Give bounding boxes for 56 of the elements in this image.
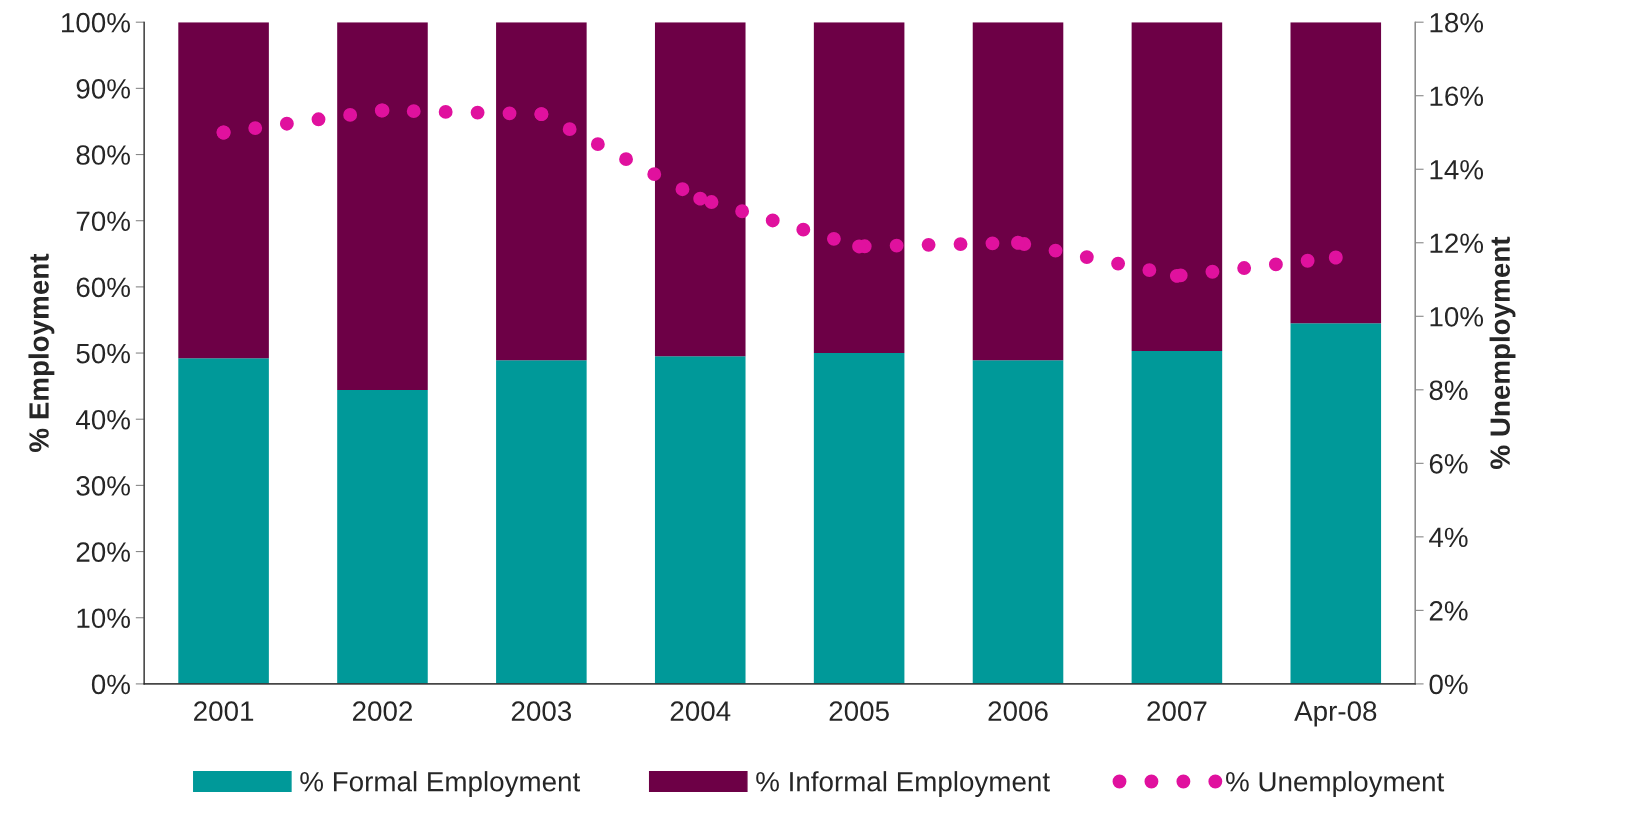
y2-tick-label: 2% (1429, 601, 1468, 621)
point (1328, 250, 1343, 265)
bar (496, 22, 587, 361)
bar (654, 22, 746, 357)
point (375, 103, 390, 118)
x-tick-label: 2006 (988, 701, 1048, 721)
y2-tick-label: 4% (1429, 527, 1468, 548)
x-tick-label: 2003 (511, 701, 572, 721)
y-tick-label: 100% (62, 12, 130, 33)
bar (496, 360, 587, 684)
x-tick-label: 2005 (829, 701, 889, 721)
y2-tick-label: 14% (1430, 160, 1484, 180)
bar (654, 356, 746, 684)
y2-tick-label: 10% (1430, 306, 1484, 327)
y-tick-label: 80% (76, 145, 130, 165)
legend-label: % Formal Employment (300, 771, 581, 797)
y2-tick-label: 18% (1430, 12, 1484, 33)
y-tick-label: 0% (91, 674, 130, 695)
y-axis-title: % Employment (28, 253, 55, 452)
y-tick-label: 60% (76, 277, 130, 298)
bar (1290, 22, 1382, 324)
bar (178, 22, 269, 359)
bar (178, 358, 269, 684)
bar (337, 390, 428, 684)
bar (813, 22, 905, 354)
bar (972, 360, 1064, 684)
y-tick-label: 70% (76, 211, 130, 232)
point (693, 191, 708, 206)
y-tick-label: 90% (76, 79, 130, 99)
y2-tick-label: 16% (1430, 86, 1484, 107)
y2-tick-label: 8% (1429, 380, 1468, 401)
legend-label: % Unemployment (1226, 771, 1445, 797)
y-tick-label: 20% (76, 542, 130, 562)
x-tick-label: 2002 (352, 701, 412, 721)
legend-label: % Informal Employment (756, 771, 1050, 797)
y2-axis-title: % Unemployment (1489, 236, 1516, 469)
y2-tick-label: 0% (1429, 674, 1468, 695)
x-tick-label: 2004 (670, 701, 731, 721)
point (534, 107, 549, 122)
bar (1131, 351, 1223, 684)
bar (813, 353, 905, 684)
x-tick-label: 2001 (194, 701, 254, 721)
bar (1290, 323, 1382, 684)
y2-tick-label: 12% (1430, 233, 1484, 253)
point (216, 125, 231, 140)
y-tick-label: 30% (76, 476, 130, 496)
point (1011, 235, 1025, 250)
y-tick-label: 40% (75, 409, 130, 430)
bar (1131, 22, 1223, 352)
bar (337, 22, 428, 391)
x-tick-label: Apr-08 (1294, 701, 1377, 727)
y-tick-label: 50% (76, 343, 130, 364)
y-tick-label: 10% (77, 608, 130, 629)
y2-tick-label: 6% (1429, 454, 1468, 474)
bar (972, 22, 1064, 361)
x-tick-label: 2007 (1147, 701, 1207, 721)
